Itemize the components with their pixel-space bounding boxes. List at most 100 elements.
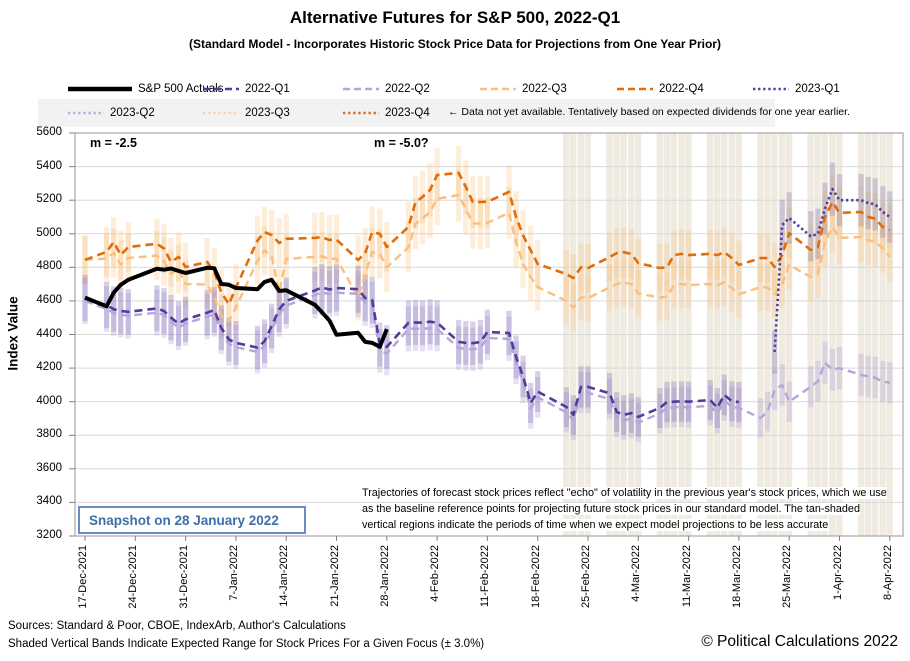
band-q3_2022: [312, 232, 318, 282]
band-q1_2022: [319, 263, 325, 312]
series-line-q4_2022: [84, 171, 891, 306]
legend-item-q2_2023: 2023-Q2: [68, 105, 155, 121]
band-q2_2022: [118, 291, 124, 338]
legend-swatch-q2_2022: [343, 87, 379, 91]
legend-item-q2_2022: 2022-Q2: [343, 81, 430, 97]
legend-item-q3_2023: 2023-Q3: [203, 105, 290, 121]
page-subtitle: (Standard Model - Incorporates Historic …: [189, 37, 721, 51]
y-tick-label: 4200: [36, 361, 62, 374]
band-q3_2022: [104, 234, 110, 284]
x-tick-label: 25-Feb-2022: [580, 545, 592, 608]
band-q1_2022: [707, 379, 713, 421]
x-tick-label-wrap: 25-Mar-2022: [781, 545, 793, 619]
band-q2_2022: [520, 361, 526, 403]
x-tick-label: 18-Feb-2022: [529, 545, 542, 608]
band-q2_2022: [269, 308, 275, 354]
x-tick-label-wrap: 11-Mar-2022: [681, 545, 693, 619]
band-q1_2023: [786, 192, 792, 244]
band-q2_2022: [679, 386, 685, 427]
band-q1_2023: [880, 186, 886, 238]
x-tick-label-wrap: 25-Feb-2022: [580, 545, 592, 619]
x-tick-label-wrap: 21-Jan-2022: [329, 545, 341, 619]
x-tick-label: 21-Jan-2022: [328, 545, 341, 607]
band-q4_2022: [154, 218, 160, 269]
band-q2_2022: [484, 316, 490, 361]
legend-swatch-q1_2023: [753, 87, 789, 91]
band-q4_2022: [836, 187, 843, 239]
x-tick-label: 14-Jan-2022: [278, 545, 291, 607]
band-q1_2022: [154, 285, 160, 332]
band-q2_2022: [233, 325, 239, 369]
legend-swatch-q3_2023: [203, 111, 239, 115]
band-q4_2022: [168, 237, 174, 287]
band-q1_2022: [283, 277, 289, 324]
band-q3_2022: [621, 258, 627, 307]
x-tick-label: 28-Jan-2022: [378, 545, 391, 607]
legend-swatch-q1_2022: [203, 87, 239, 91]
series-line-q2_2022: [84, 291, 890, 424]
band-q4_2022: [333, 214, 340, 265]
legend-swatch-actuals: [68, 86, 132, 92]
x-tick-label-wrap: 1-Apr-2022: [832, 545, 844, 619]
band-q3_2022: [419, 193, 426, 245]
band-q2_2022: [765, 391, 771, 432]
x-tick-label-wrap: 17-Dec-2021: [77, 545, 89, 619]
y-tick-label: 5200: [36, 193, 62, 206]
y-tick-label: 3600: [36, 461, 62, 474]
band-q2_2022: [283, 282, 289, 329]
band-q2_2022: [355, 270, 361, 318]
x-tick-label-wrap: 18-Mar-2022: [731, 545, 743, 619]
band-q1_2022: [621, 395, 627, 435]
band-q2_2022: [154, 289, 160, 336]
band-q1_2022: [233, 321, 239, 365]
band-q3_2022: [434, 172, 440, 226]
x-tick-label: 11-Mar-2022: [680, 545, 693, 608]
band-q3_2022: [211, 273, 217, 321]
band-q2_2022: [477, 326, 483, 370]
band-q4_2022: [412, 175, 419, 229]
band-q1_2022: [736, 381, 742, 423]
x-tick-label: 18-Mar-2022: [730, 545, 743, 608]
legend-label: 2022-Q3: [522, 83, 567, 95]
band-q1_2023: [836, 174, 843, 227]
band-q1_2022: [434, 300, 440, 346]
band-q3_2022: [671, 261, 677, 309]
band-q4_2022: [628, 229, 634, 279]
band-q4_2022: [872, 193, 878, 245]
band-q1_2023: [865, 176, 871, 230]
snapshot-date-label: Snapshot on 28 January 2022: [89, 512, 279, 528]
band-q4_2022: [721, 227, 727, 277]
band-q2_2022: [211, 291, 217, 337]
band-q1_2022: [528, 382, 534, 424]
legend-availability-note: ← Data not yet available. Tentatively ba…: [448, 106, 850, 118]
band-q2_2022: [808, 366, 814, 408]
band-q1_2023: [887, 191, 893, 243]
band-q1_2022: [419, 300, 426, 346]
band-q2_2022: [254, 330, 261, 374]
x-tick-label-wrap: 24-Dec-2021: [127, 545, 139, 619]
x-tick-label-wrap: 28-Jan-2022: [379, 545, 391, 619]
band-q2_2022: [607, 378, 613, 420]
band-q1_2022: [657, 387, 663, 428]
band-q4_2022: [405, 201, 411, 253]
y-tick-label: 3800: [36, 428, 62, 441]
band-q4_2022: [707, 229, 713, 279]
band-q3_2022: [204, 260, 210, 309]
y-tick-label: 4600: [36, 293, 62, 306]
band-q4_2022: [607, 232, 613, 282]
band-q3_2022: [757, 263, 764, 311]
band-q3_2022: [269, 231, 275, 281]
band-q2_2022: [786, 381, 792, 422]
legend-swatch-q4_2023: [343, 111, 379, 115]
band-q4_2022: [829, 175, 836, 229]
band-q2_2022: [405, 306, 411, 352]
series-line-actuals: [84, 265, 389, 349]
band-q4_2022: [484, 175, 490, 228]
legend-label: 2023-Q2: [110, 107, 155, 119]
band-q3_2022: [470, 197, 476, 249]
band-q2_2022: [829, 348, 836, 391]
band-q3_2022: [664, 273, 670, 320]
x-tick-label: 17-Dec-2021: [77, 545, 89, 609]
